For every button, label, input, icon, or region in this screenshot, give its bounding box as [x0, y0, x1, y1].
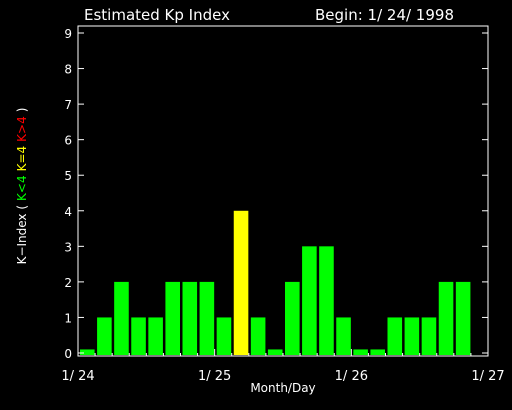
kp-bar: [216, 317, 232, 355]
y-tick-label: 8: [64, 63, 72, 77]
y-tick-label: 7: [64, 98, 72, 112]
y-axis-label-part: K<4: [15, 175, 29, 201]
kp-bar: [199, 281, 215, 355]
y-tick-label: 2: [64, 276, 72, 290]
kp-bar: [387, 317, 403, 355]
kp-bar: [165, 281, 180, 355]
y-tick-label: 9: [64, 27, 72, 41]
chart-title: Estimated Kp Index: [84, 6, 230, 24]
kp-bar: [353, 349, 368, 355]
x-tick-label: 1/ 24: [61, 369, 94, 384]
kp-bar: [455, 281, 471, 355]
kp-bar: [319, 246, 334, 355]
kp-bar: [250, 317, 266, 355]
y-axis-label-part: K>4: [15, 116, 29, 142]
y-tick-label: 1: [64, 311, 72, 325]
kp-bar: [131, 317, 146, 355]
y-tick-label: 4: [64, 205, 72, 219]
plot-frame: [77, 25, 489, 357]
y-axis-label-part: K−Index (: [15, 205, 29, 264]
kp-bar: [370, 349, 385, 355]
kp-bar: [97, 317, 112, 355]
kp-bar: [233, 210, 249, 355]
y-tick-label: 6: [64, 134, 72, 148]
kp-bar: [267, 349, 283, 355]
kp-bar: [114, 281, 129, 355]
kp-bar: [421, 317, 437, 355]
x-tick-label: 1/ 27: [471, 369, 504, 384]
kp-bar: [80, 349, 95, 355]
x-tick-label: 1/ 25: [198, 369, 231, 384]
kp-bar: [438, 281, 454, 355]
y-tick-label: 5: [64, 169, 72, 183]
y-axis-label: K−Index ( K<4 K=4 K>4): [15, 108, 29, 265]
y-axis-label-part: K=4: [15, 146, 29, 172]
kp-bar: [336, 317, 351, 355]
kp-bar: [182, 281, 198, 355]
y-tick-label: 3: [64, 240, 72, 254]
kp-bar: [404, 317, 420, 355]
kp-bar: [302, 246, 317, 355]
x-tick-label: 1/ 26: [335, 369, 368, 384]
y-tick-label: 0: [64, 347, 72, 361]
kp-bar: [285, 281, 300, 355]
bars-group: [80, 210, 471, 355]
y-axis: 0 1 2 3 4 5 6 7 8 9: [64, 27, 488, 361]
y-axis-label-part: ): [15, 108, 29, 113]
x-axis: 1/ 24 1/ 25 1/ 26 1/ 27: [61, 349, 505, 384]
begin-date-label: Begin: 1/ 24/ 1998: [315, 6, 454, 24]
x-axis-label: Month/Day: [250, 381, 315, 395]
kp-bar: [148, 317, 163, 355]
